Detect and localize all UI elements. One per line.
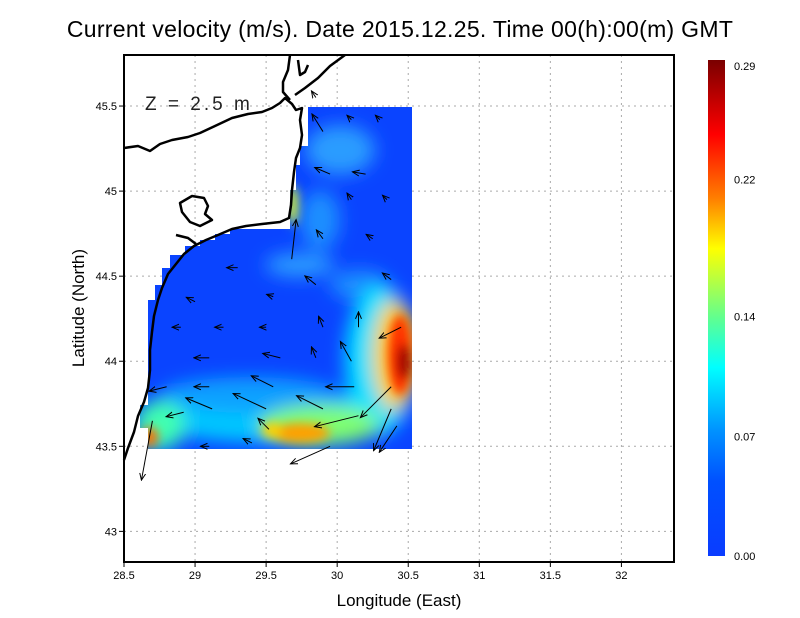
colorbar-tick-label: 0.07 [734,431,755,443]
velocity-arrow [352,172,366,174]
x-tick-label: 30.5 [398,570,419,582]
velocity-arrow [340,341,352,362]
velocity-arrow [251,376,274,388]
velocity-vectors [141,91,402,480]
velocity-arrow [360,386,392,418]
velocity-arrow [347,115,351,119]
x-tick-label: 31 [473,570,485,582]
velocity-arrow [375,115,379,119]
velocity-arrow [291,220,296,260]
depth-label: Z = 2.5 m [145,94,253,115]
x-tick-label: 31.5 [540,570,561,582]
velocity-arrow [319,316,323,328]
velocity-arrow [186,297,196,301]
y-axis-label: Latitude (North) [69,249,88,367]
x-tick-label: 29.5 [255,570,276,582]
colorbar-tick-label: 0.29 [734,61,755,73]
x-axis: 28.5 29 29.5 30 30.5 31 31.5 32 [113,562,628,582]
x-tick-label: 29 [189,570,201,582]
velocity-arrow [258,418,270,430]
velocity-arrow [233,393,267,410]
velocity-arrow [149,387,167,391]
y-tick-label: 43.5 [96,441,117,453]
velocity-arrow [141,420,153,480]
velocity-arrow [379,425,398,452]
y-tick-label: 43 [105,526,117,538]
velocity-arrow [263,353,281,357]
colorbar-tick-label: 0.00 [734,551,755,563]
velocity-arrow [366,234,373,238]
y-tick-label: 44 [105,356,117,368]
colorbar-tick-label: 0.14 [734,312,755,324]
velocity-arrow [347,193,351,200]
colorbar-tick-label: 0.22 [734,175,755,187]
velocity-arrow [243,439,253,443]
velocity-arrow [315,167,331,175]
velocity-arrow [316,230,324,240]
colorbar [708,60,725,556]
y-tick-label: 44.5 [96,271,117,283]
velocity-arrow [186,398,213,410]
velocity-field [140,107,412,449]
velocity-arrow [314,415,359,427]
velocity-arrow [374,408,392,451]
velocity-arrow [379,326,402,338]
velocity-arrow [297,396,324,410]
plot-title: Current velocity (m/s). Date 2015.12.25.… [66,16,734,42]
y-tick-label: 45.5 [96,101,117,113]
velocity-arrow [166,412,184,416]
velocity-arrow [382,273,392,280]
coastline [122,53,346,461]
x-tick-label: 30 [331,570,343,582]
colorbar-labels: 0.29 0.22 0.14 0.07 0.00 [734,61,755,563]
velocity-arrow [311,91,315,98]
x-axis-label: Longitude (East) [337,591,462,610]
y-tick-label: 45 [105,186,117,198]
velocity-arrow [383,195,387,199]
velocity-arrow [290,445,331,464]
y-axis: 43 43.5 44 44.5 45 45.5 [96,101,124,538]
velocity-arrow [311,347,315,359]
velocity-arrow [312,114,324,132]
velocity-arrow [267,294,274,296]
x-tick-label: 28.5 [113,570,134,582]
velocity-arrow [305,276,317,286]
x-tick-label: 32 [615,570,627,582]
plot-frame [123,54,675,563]
